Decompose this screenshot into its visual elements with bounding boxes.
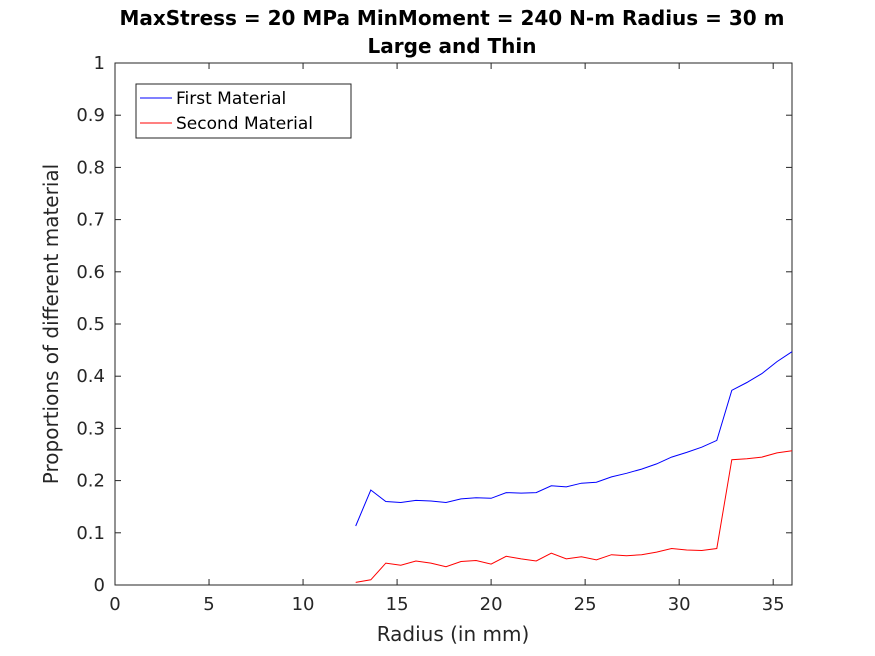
x-tick-label: 30 (668, 594, 691, 615)
y-tick-label: 0.9 (76, 105, 105, 126)
x-tick-label: 10 (292, 594, 315, 615)
x-tick-label: 35 (762, 594, 785, 615)
y-tick-label: 0.3 (76, 418, 105, 439)
x-tick-label: 25 (574, 594, 597, 615)
series-lines (355, 351, 793, 583)
x-tick-label: 20 (480, 594, 503, 615)
plot-area (114, 62, 793, 586)
x-tick-label: 5 (203, 594, 214, 615)
legend-label-first: First Material (176, 89, 286, 109)
series-line-second-material (355, 450, 793, 583)
x-tick-label: 15 (386, 594, 409, 615)
y-axis-label: Proportions of different material (39, 164, 63, 484)
y-tick-label: 0.1 (76, 523, 105, 544)
y-tick-label: 0.4 (76, 366, 105, 387)
legend-label-second: Second Material (176, 114, 313, 134)
x-axis: 0 5 10 15 20 25 30 35 (109, 63, 785, 615)
y-tick-label: 1 (94, 53, 105, 74)
y-tick-label: 0.7 (76, 210, 105, 231)
y-tick-label: 0.6 (76, 262, 105, 283)
y-tick-label: 0.8 (76, 157, 105, 178)
series-line-first-material (355, 351, 793, 527)
chart-title: MaxStress = 20 MPa MinMoment = 240 N-m R… (119, 6, 784, 30)
y-axis: 0 0.1 0.2 0.3 0.4 0.5 0.6 0.7 0.8 0.9 1 (76, 53, 792, 596)
legend-box (135, 83, 352, 139)
y-tick-label: 0.5 (76, 314, 105, 335)
x-tick-label: 0 (109, 594, 120, 615)
y-tick-label: 0 (94, 575, 105, 596)
y-tick-label: 0.2 (76, 471, 105, 492)
legend: First Material Second Material (135, 83, 352, 139)
chart-subtitle: Large and Thin (368, 34, 537, 58)
x-axis-label: Radius (in mm) (377, 622, 530, 646)
